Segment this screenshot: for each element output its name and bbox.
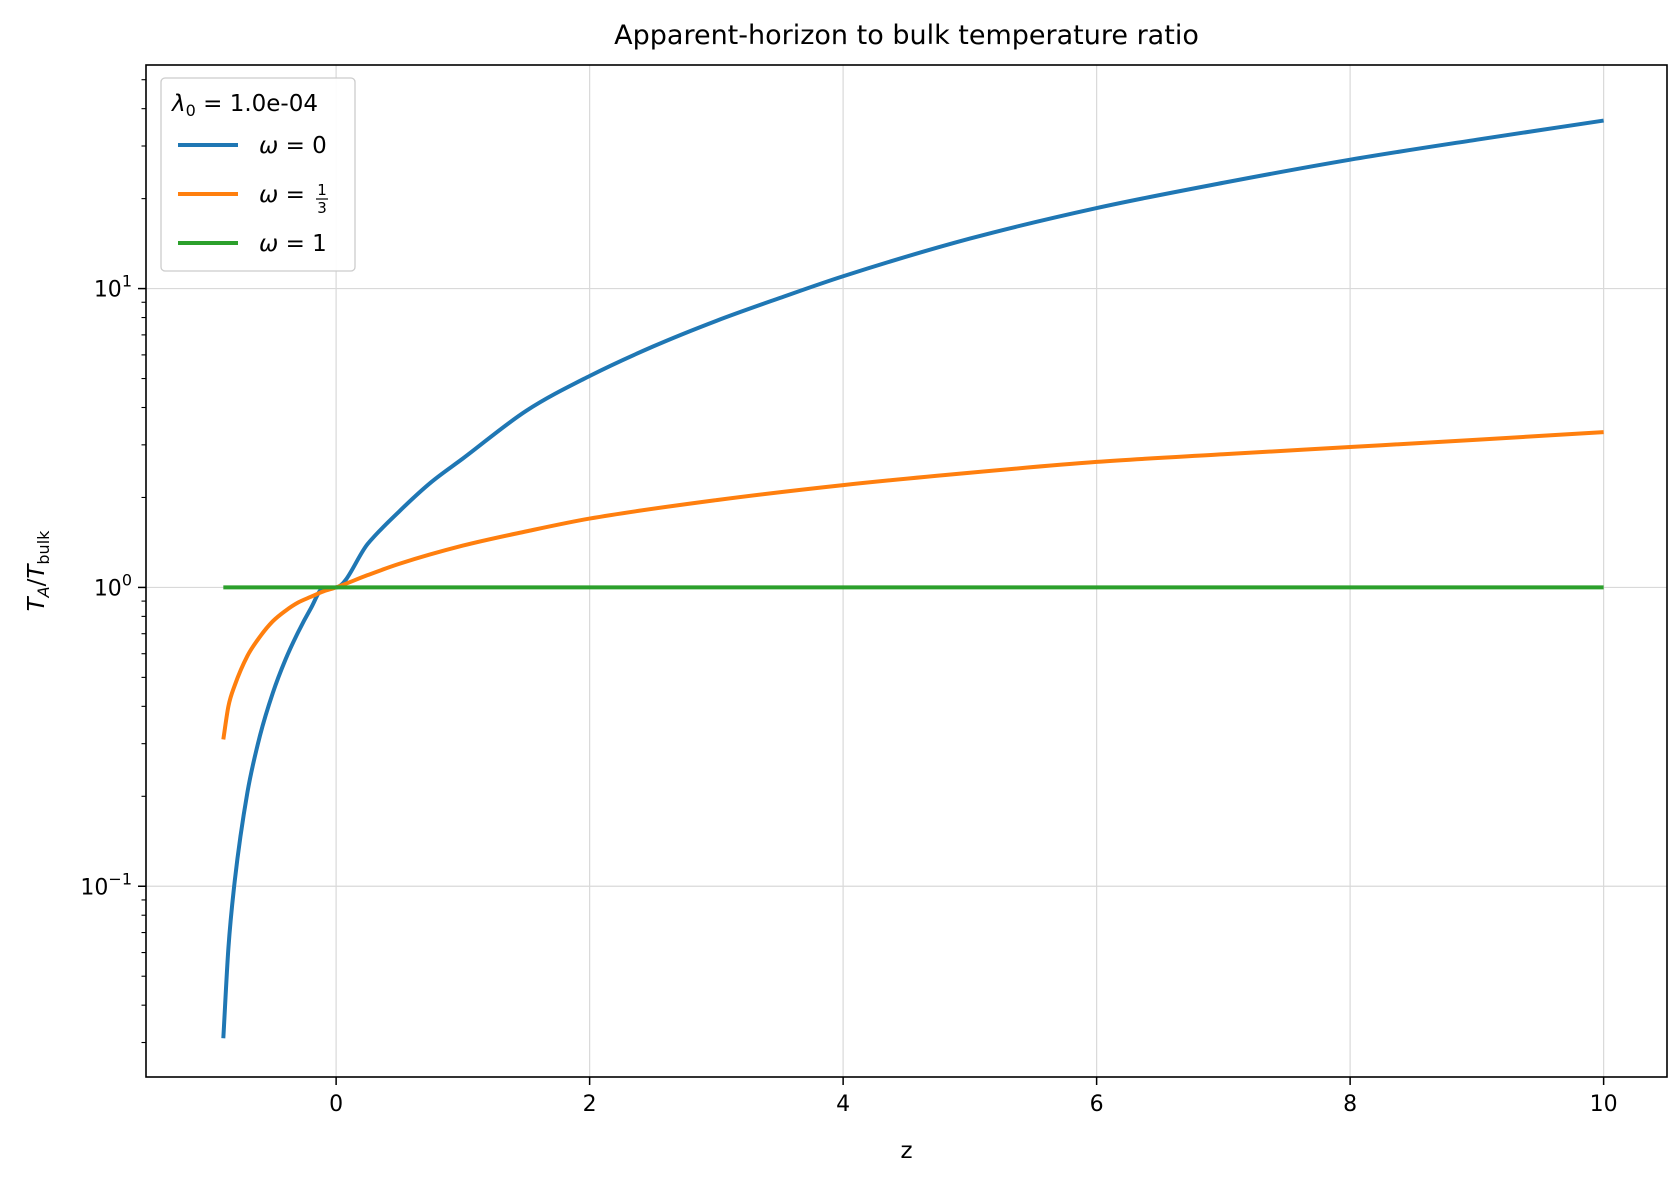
x-tick-label: 4 (836, 1092, 850, 1117)
legend-fraction-den: 3 (317, 199, 327, 217)
legend: λ0 = 1.0e-04 ω = 0 ω = 1 3 ω = 1 (160, 77, 356, 272)
y-label-base: T (24, 595, 50, 611)
legend-1-rest: = (278, 182, 305, 208)
x-tick-label: 0 (329, 1092, 343, 1117)
legend-label-omega-third: ω = (259, 182, 305, 208)
chart-title: Apparent-horizon to bulk temperature rat… (614, 20, 1199, 51)
y-tick-label: 100 (94, 570, 132, 601)
legend-fraction-num: 1 (317, 181, 327, 199)
legend-2-symbol: ω (259, 231, 278, 257)
series-layer (221, 118, 1604, 1039)
legend-1-symbol: ω (259, 182, 278, 208)
x-tick-label: 6 (1090, 1092, 1104, 1117)
series-line-omega-third (221, 430, 1604, 740)
y-label-slash: / (24, 578, 50, 586)
y-tick-label: 101 (94, 272, 132, 303)
legend-0-symbol: ω (259, 133, 278, 159)
y-label-sub-a: A (34, 586, 53, 598)
y-label-sub-bulk: bulk (34, 530, 53, 565)
x-axis-label: z (900, 1138, 912, 1164)
legend-label-omega-1: ω = 1 (259, 231, 327, 257)
legend-box (160, 77, 356, 272)
legend-0-rest: = 0 (278, 133, 327, 159)
y-tick-label: 10−1 (80, 869, 132, 900)
x-tick-label: 8 (1343, 1092, 1357, 1117)
plot-frame (145, 64, 1668, 1078)
x-tick-label: 2 (583, 1092, 597, 1117)
legend-title: λ0 = 1.0e-04 (170, 91, 318, 120)
legend-2-rest: = 1 (278, 231, 327, 257)
x-tick-label: 10 (1590, 1092, 1618, 1117)
legend-title-sub: 0 (186, 101, 196, 120)
legend-title-rest: = 1.0e-04 (196, 91, 318, 117)
legend-label-omega-0: ω = 0 (259, 133, 327, 159)
series-line-omega-0 (221, 118, 1604, 1039)
legend-title-symbol: λ (170, 91, 186, 117)
y-label-base2: T (24, 563, 50, 579)
y-axis-label: TA/Tbulk (24, 530, 53, 612)
